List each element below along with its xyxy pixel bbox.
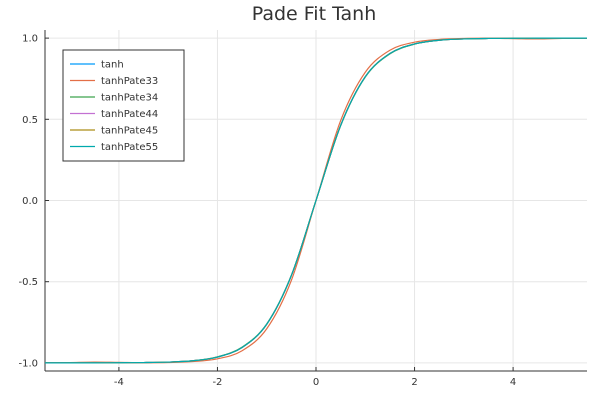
legend-label-tanhpate34: tanhPate34 [101,93,158,104]
y-tick-label: -1.0 [18,358,38,369]
chart-title: Pade Fit Tanh [252,3,377,25]
y-tick-label: 1.0 [22,34,38,45]
y-tick-label: 0.0 [22,196,38,207]
series-layer [44,37,588,364]
legend-label-tanhpate44: tanhPate44 [101,109,158,120]
legend-label-tanhpate33: tanhPate33 [101,76,158,87]
x-tick-label: -4 [114,377,124,388]
x-tick-label: -2 [212,377,222,388]
x-tick-label: 2 [411,377,417,388]
legend-label-tanhpate45: tanhPate45 [101,126,158,137]
legend-label-tanhpate55: tanhPate55 [101,142,158,153]
legend: tanh tanhPate33 tanhPate34 tanhPate44 tanhPa… [62,49,185,162]
series-line-tanhpate55 [45,37,587,364]
axis-layer: -4 -2 0 2 4 -1.0 -0.5 0.0 0.5 1.0 [18,30,587,388]
x-tick-label: 4 [510,377,516,388]
y-tick-label: 0.5 [22,115,38,126]
legend-box [62,49,185,162]
y-tick-label: -0.5 [18,277,38,288]
x-tick-label: 0 [313,377,319,388]
legend-label-tanh: tanh [101,60,124,71]
